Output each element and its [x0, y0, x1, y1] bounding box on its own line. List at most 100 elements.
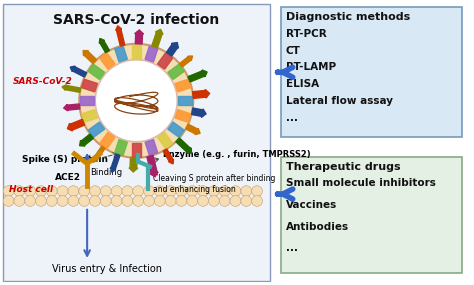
Text: Small molecule inhibitors: Small molecule inhibitors: [285, 178, 436, 188]
Text: CT: CT: [285, 46, 301, 56]
Text: Therapeutic drugs: Therapeutic drugs: [285, 162, 400, 172]
FancyArrow shape: [62, 85, 81, 92]
Polygon shape: [168, 122, 184, 137]
Text: ...: ...: [285, 113, 298, 123]
Text: Spike (S) protein: Spike (S) protein: [22, 155, 108, 164]
FancyArrow shape: [186, 124, 200, 135]
FancyArrow shape: [64, 104, 80, 111]
Circle shape: [198, 186, 209, 197]
Circle shape: [165, 196, 176, 206]
FancyArrow shape: [67, 119, 85, 131]
Circle shape: [57, 196, 68, 206]
Circle shape: [122, 196, 133, 206]
Circle shape: [57, 186, 68, 197]
Text: SARS-CoV-2: SARS-CoV-2: [12, 77, 72, 86]
Text: SARS-CoV-2 infection: SARS-CoV-2 infection: [53, 13, 219, 27]
Text: Host cell: Host cell: [9, 185, 53, 194]
Circle shape: [155, 196, 165, 206]
Polygon shape: [115, 140, 128, 155]
Circle shape: [79, 196, 90, 206]
Polygon shape: [157, 53, 173, 69]
Polygon shape: [168, 64, 184, 80]
Circle shape: [3, 196, 14, 206]
FancyBboxPatch shape: [281, 7, 462, 137]
Circle shape: [252, 186, 263, 197]
FancyArrow shape: [152, 29, 163, 48]
Circle shape: [100, 196, 111, 206]
Circle shape: [176, 196, 187, 206]
FancyArrow shape: [110, 154, 120, 172]
Circle shape: [155, 186, 165, 197]
Circle shape: [79, 186, 90, 197]
Text: Enzyme (e.g. , furin, TMPRSS2): Enzyme (e.g. , furin, TMPRSS2): [163, 150, 310, 159]
FancyArrow shape: [180, 56, 192, 67]
FancyBboxPatch shape: [3, 5, 270, 280]
Circle shape: [14, 196, 25, 206]
Circle shape: [68, 196, 79, 206]
Circle shape: [187, 186, 198, 197]
Circle shape: [241, 186, 252, 197]
FancyArrow shape: [83, 50, 97, 64]
Circle shape: [165, 186, 176, 197]
Circle shape: [25, 196, 36, 206]
Text: Lateral flow assay: Lateral flow assay: [285, 96, 392, 106]
FancyArrow shape: [93, 146, 105, 162]
Circle shape: [90, 196, 100, 206]
FancyArrow shape: [166, 42, 178, 56]
Circle shape: [100, 186, 111, 197]
FancyArrow shape: [80, 134, 93, 146]
Circle shape: [79, 44, 193, 158]
Polygon shape: [157, 132, 173, 149]
Circle shape: [144, 196, 155, 206]
Text: RT-LAMP: RT-LAMP: [285, 62, 336, 72]
Circle shape: [90, 186, 100, 197]
Polygon shape: [82, 79, 98, 92]
Circle shape: [46, 196, 57, 206]
Circle shape: [219, 196, 230, 206]
Polygon shape: [145, 140, 158, 155]
Circle shape: [111, 186, 122, 197]
Circle shape: [252, 196, 263, 206]
Circle shape: [144, 186, 155, 197]
Polygon shape: [175, 79, 191, 92]
Circle shape: [198, 196, 209, 206]
Circle shape: [68, 186, 79, 197]
Polygon shape: [80, 96, 94, 105]
Circle shape: [36, 186, 46, 197]
Polygon shape: [100, 53, 115, 69]
FancyArrow shape: [70, 66, 87, 77]
Text: Virus entry & Infection: Virus entry & Infection: [52, 264, 162, 274]
Text: Cleaving S protein after binding
and enhancing fusion: Cleaving S protein after binding and enh…: [153, 174, 275, 194]
FancyArrow shape: [135, 30, 144, 44]
Text: ...: ...: [285, 243, 298, 253]
FancyArrow shape: [192, 89, 210, 98]
Circle shape: [241, 196, 252, 206]
FancyArrow shape: [176, 138, 191, 153]
Circle shape: [3, 186, 14, 197]
Polygon shape: [132, 45, 141, 58]
Circle shape: [111, 196, 122, 206]
Circle shape: [133, 186, 144, 197]
FancyArrow shape: [191, 108, 206, 117]
Circle shape: [25, 186, 36, 197]
Circle shape: [36, 196, 46, 206]
Circle shape: [219, 186, 230, 197]
Polygon shape: [132, 143, 141, 157]
Polygon shape: [88, 122, 105, 137]
Polygon shape: [115, 46, 128, 62]
FancyArrow shape: [147, 155, 158, 177]
FancyArrow shape: [129, 158, 138, 172]
Polygon shape: [175, 110, 191, 122]
Polygon shape: [145, 46, 158, 62]
Circle shape: [46, 186, 57, 197]
FancyArrow shape: [116, 26, 125, 46]
FancyArrow shape: [100, 38, 109, 53]
Text: ACE2: ACE2: [55, 173, 81, 182]
Circle shape: [230, 196, 241, 206]
Text: ELISA: ELISA: [285, 79, 319, 89]
FancyArrow shape: [188, 70, 207, 82]
Circle shape: [95, 60, 177, 142]
FancyArrow shape: [163, 149, 173, 164]
Polygon shape: [100, 132, 115, 149]
Text: Binding: Binding: [90, 168, 122, 177]
